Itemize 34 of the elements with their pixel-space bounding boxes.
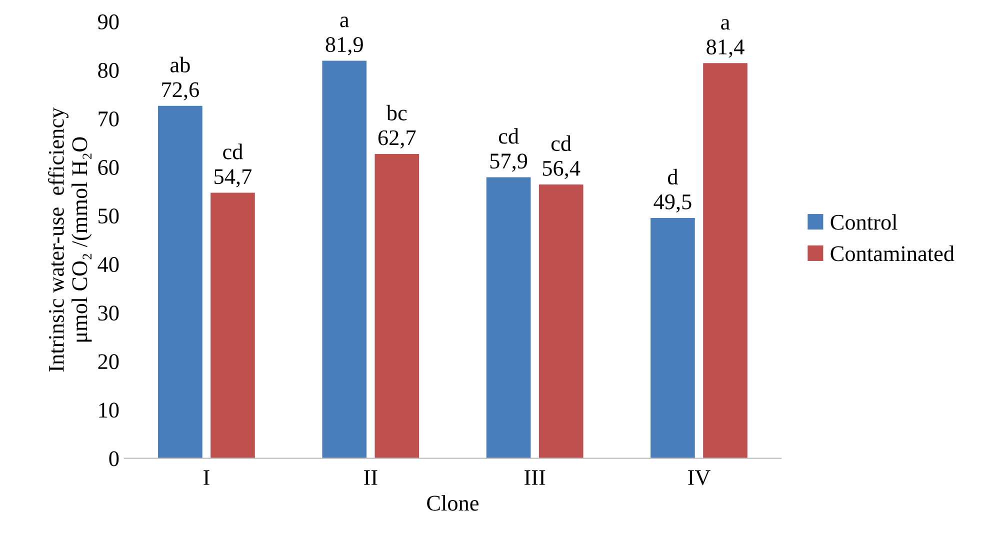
y-tick-label: 60 bbox=[98, 160, 119, 175]
data-label: cd 57,9 bbox=[490, 128, 528, 172]
data-label: a 81,4 bbox=[706, 19, 744, 58]
bar bbox=[538, 184, 584, 458]
data-label: bc 62,7 bbox=[378, 104, 416, 148]
legend-label: Contaminated bbox=[830, 246, 954, 262]
data-label: a 81,9 bbox=[326, 16, 363, 56]
data-label: d 49,5 bbox=[654, 168, 692, 213]
x-tick-label: I bbox=[204, 470, 210, 485]
legend-label: Control bbox=[830, 214, 898, 230]
x-tick-label: II bbox=[364, 470, 378, 485]
y-tick-label: 20 bbox=[98, 354, 119, 370]
bar bbox=[703, 63, 748, 458]
bar bbox=[650, 218, 695, 458]
y-axis-title: Intrinsic water-use efficiency μmol CO₂ /(mmol H₂O bbox=[48, 107, 92, 372]
data-label: ab 72,6 bbox=[162, 56, 199, 100]
bar bbox=[374, 154, 420, 458]
y-tick-label: 90 bbox=[98, 14, 119, 30]
bar bbox=[486, 177, 531, 458]
y-tick-label: 30 bbox=[98, 306, 119, 321]
bar bbox=[210, 192, 255, 458]
x-tick-label: IV bbox=[688, 470, 710, 486]
bar bbox=[322, 60, 367, 458]
x-axis-title: Clone bbox=[427, 495, 478, 511]
bar bbox=[158, 106, 202, 458]
y-tick-label: 10 bbox=[99, 402, 119, 418]
y-tick-label: 80 bbox=[98, 62, 119, 78]
x-tick-label: III bbox=[524, 470, 546, 485]
y-tick-label: 0 bbox=[109, 451, 119, 466]
data-label: cd 56,4 bbox=[542, 135, 580, 180]
y-tick-label: 40 bbox=[98, 257, 119, 272]
data-label: cd 54,7 bbox=[214, 144, 252, 188]
y-tick-label: 50 bbox=[98, 208, 119, 224]
y-tick-label: 70 bbox=[98, 111, 119, 126]
